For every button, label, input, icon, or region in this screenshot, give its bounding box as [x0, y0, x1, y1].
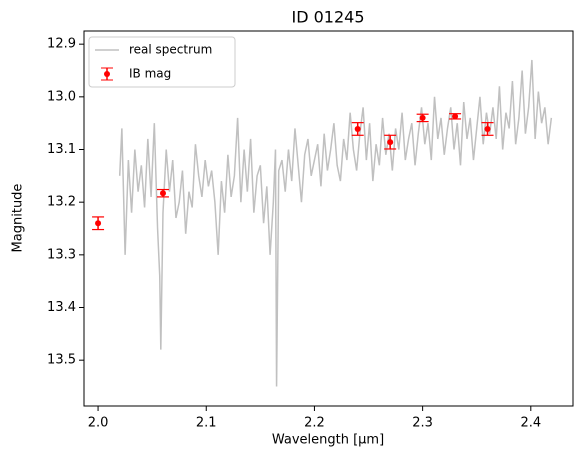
y-tick-label: 12.9: [47, 37, 76, 52]
chart-title: ID 01245: [291, 8, 364, 27]
y-tick-label: 13.5: [47, 353, 76, 368]
y-tick-label: 13.2: [47, 195, 76, 210]
y-tick-label: 13.1: [47, 142, 76, 157]
y-tick-label: 13.0: [47, 89, 76, 104]
x-axis-label: Wavelength [µm]: [272, 433, 384, 448]
legend-label: real spectrum: [129, 43, 212, 57]
point: [419, 114, 426, 121]
x-tick-label: 2.4: [520, 416, 541, 431]
point: [484, 125, 491, 132]
y-tick-label: 13.3: [47, 247, 76, 262]
point: [95, 220, 102, 227]
point: [159, 190, 166, 197]
spectrum-line: [118, 59, 553, 387]
y-tick-label: 13.4: [47, 300, 76, 315]
x-tick-label: 2.0: [88, 416, 109, 431]
legend-box: [88, 36, 236, 88]
legend-swatch: [104, 71, 110, 77]
point: [452, 113, 459, 120]
legend-label: IB mag: [129, 67, 171, 81]
x-tick-label: 2.1: [196, 416, 217, 431]
x-tick-label: 2.2: [304, 416, 325, 431]
plot-frame: [83, 30, 574, 407]
y-axis-label: Magnitude: [11, 184, 26, 253]
point: [387, 139, 394, 146]
x-tick-label: 2.3: [412, 416, 433, 431]
point: [354, 125, 361, 132]
